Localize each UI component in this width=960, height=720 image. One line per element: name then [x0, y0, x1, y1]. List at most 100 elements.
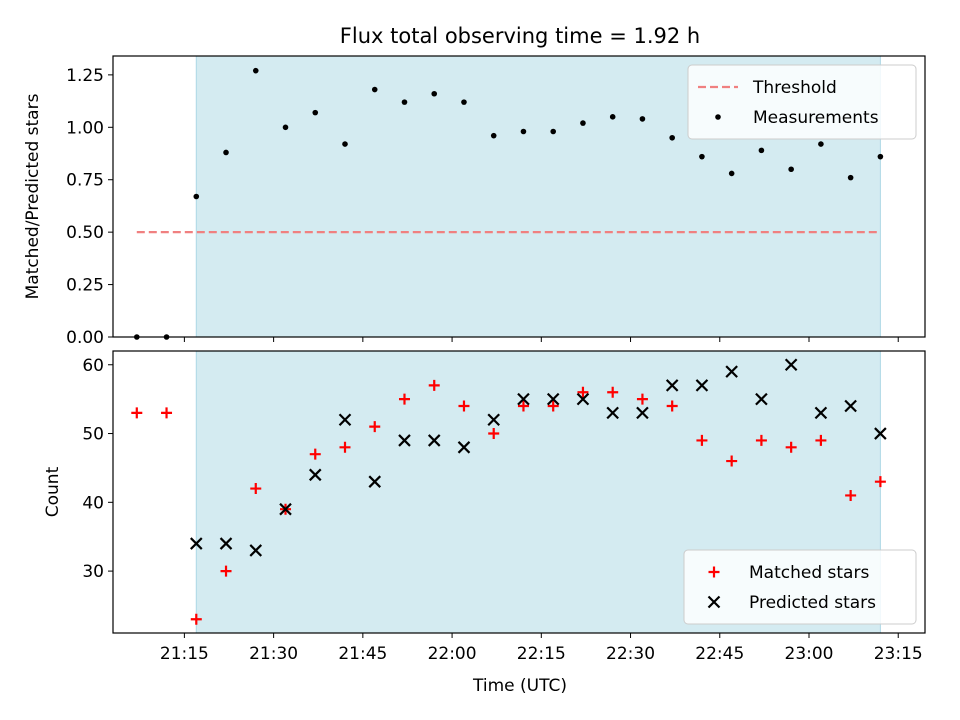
legend-label: Measurements — [753, 108, 879, 128]
x-tick-label: 22:30 — [606, 644, 655, 664]
legend-marker-swatch — [715, 114, 721, 120]
matched-star-point — [488, 428, 500, 440]
y-tick-label: 0.50 — [66, 223, 104, 243]
x-tick-label: 22:00 — [428, 644, 477, 664]
y-tick-label: 1.25 — [66, 66, 104, 86]
measurement-point — [371, 86, 378, 93]
y-tick-label: 60 — [82, 356, 104, 376]
y-tick-label: 30 — [82, 562, 104, 582]
matched-star-point — [398, 393, 410, 405]
axes-frame — [112, 350, 926, 634]
x-tick-label: 21:45 — [338, 644, 387, 664]
measurement-point — [431, 90, 438, 97]
predicted-star-point — [695, 379, 709, 392]
predicted-star-point — [814, 406, 828, 420]
matched-star-point — [755, 434, 767, 446]
y-tick-label: 1.00 — [66, 118, 104, 138]
matched-star-point — [369, 421, 381, 433]
x-tick-label: 21:30 — [249, 644, 298, 664]
matched-star-point — [547, 400, 559, 412]
predicted-star-point — [755, 392, 768, 406]
matched-star-point — [785, 441, 797, 453]
measurement-point — [788, 166, 794, 173]
x-tick-label: 21:15 — [160, 644, 209, 664]
matched-star-point — [577, 386, 589, 398]
predicted-star-point — [190, 537, 203, 550]
measurement-point — [252, 67, 259, 74]
measurement-point — [669, 134, 675, 141]
y-tick-label: 50 — [82, 425, 104, 445]
predicted-star-point — [398, 434, 411, 447]
matched-star-point — [696, 434, 708, 446]
measurement-point — [461, 99, 467, 105]
matched-star-point — [815, 434, 827, 446]
measurement-point — [282, 124, 289, 131]
legend-label: Predicted stars — [749, 593, 876, 613]
matched-star-point — [161, 407, 173, 419]
matched-star-point — [607, 386, 619, 398]
measurement-point — [609, 114, 616, 120]
x-tick-label: 22:45 — [695, 644, 744, 664]
predicted-star-point — [427, 434, 441, 447]
predicted-star-point — [308, 468, 322, 482]
matched-star-point — [428, 379, 440, 391]
x-tick-label: 22:15 — [517, 644, 566, 664]
measurement-point — [312, 109, 319, 116]
axes-frame — [112, 55, 926, 338]
predicted-star-point — [338, 413, 352, 427]
x-tick-label: 23:00 — [785, 644, 834, 664]
x-tick-label: 23:15 — [874, 644, 923, 664]
legend-marker-swatch — [707, 595, 721, 609]
predicted-star-point — [665, 379, 679, 392]
measurement-point — [758, 147, 765, 154]
measurement-point — [401, 99, 408, 105]
predicted-star-point — [576, 392, 590, 406]
predicted-star-point — [368, 475, 382, 488]
legend-box — [683, 549, 917, 625]
matched-star-point — [517, 400, 529, 412]
legend-marker-swatch — [708, 566, 720, 578]
measurement-point — [699, 153, 705, 160]
ratio-panel: 0.00 0.25 0.50 0.75 1.00 1.25 Matched/Predicte… — [23, 55, 926, 348]
matched-star-point — [339, 441, 351, 453]
matched-star-point — [190, 613, 202, 625]
measurement-point — [223, 149, 229, 156]
predicted-star-point — [725, 365, 738, 378]
measurement-point — [490, 132, 497, 139]
legend-label: Matched stars — [749, 563, 869, 583]
matched-star-point — [874, 476, 886, 488]
measurement-point — [193, 193, 200, 200]
legend-label: Threshold — [752, 78, 837, 98]
predicted-star-point — [784, 358, 798, 372]
matched-star-point — [726, 455, 738, 467]
chart-title: Flux total observing time = 1.92 h — [340, 24, 700, 48]
predicted-star-point — [517, 392, 530, 406]
measurement-point — [342, 141, 348, 147]
predicted-star-point — [279, 502, 292, 516]
predicted-star-point — [636, 406, 649, 420]
predicted-star-point — [606, 406, 619, 420]
y-tick-label: 0.00 — [66, 328, 104, 348]
measurement-point — [550, 128, 557, 135]
y-axis-label: Count — [43, 466, 63, 517]
predicted-star-point — [219, 537, 233, 550]
measurement-point — [580, 120, 586, 126]
predicted-star-point — [546, 392, 560, 406]
y-tick-label: 0.25 — [66, 276, 104, 296]
measurement-point — [520, 128, 527, 135]
predicted-star-point — [249, 544, 263, 557]
predicted-star-point — [874, 427, 887, 440]
y-axis-label: Matched/Predicted stars — [23, 93, 43, 299]
count-panel: 30 40 50 60 21:15 21:30 21:45 22:00 22:15 22:30 22… — [43, 350, 926, 664]
predicted-star-point — [457, 441, 471, 454]
matched-star-point — [636, 393, 648, 405]
matched-star-point — [131, 407, 143, 419]
matched-star-point — [458, 400, 470, 412]
measurement-point — [877, 153, 884, 160]
matched-star-point — [220, 565, 232, 577]
matched-star-point — [666, 400, 678, 412]
legend-box — [687, 64, 917, 140]
y-tick-label: 40 — [82, 493, 104, 513]
matched-star-point — [250, 483, 262, 495]
